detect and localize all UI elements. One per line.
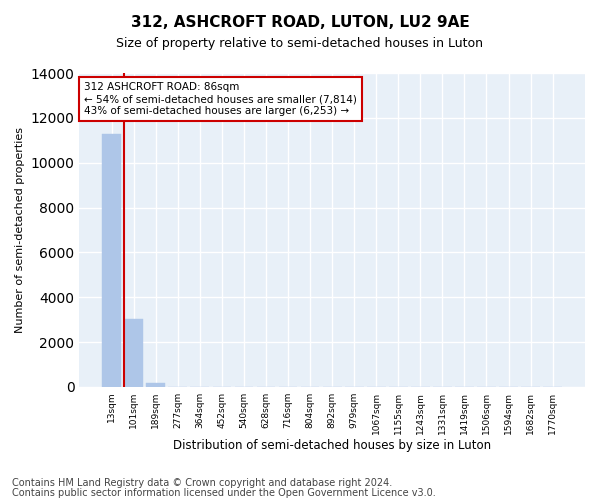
Bar bbox=[146, 382, 165, 387]
Bar bbox=[102, 134, 121, 387]
Y-axis label: Number of semi-detached properties: Number of semi-detached properties bbox=[15, 127, 25, 333]
Text: 312 ASHCROFT ROAD: 86sqm
← 54% of semi-detached houses are smaller (7,814)
43% o: 312 ASHCROFT ROAD: 86sqm ← 54% of semi-d… bbox=[85, 82, 357, 116]
Bar bbox=[124, 318, 143, 387]
Text: Contains HM Land Registry data © Crown copyright and database right 2024.: Contains HM Land Registry data © Crown c… bbox=[12, 478, 392, 488]
Text: Contains public sector information licensed under the Open Government Licence v3: Contains public sector information licen… bbox=[12, 488, 436, 498]
X-axis label: Distribution of semi-detached houses by size in Luton: Distribution of semi-detached houses by … bbox=[173, 440, 491, 452]
Text: 312, ASHCROFT ROAD, LUTON, LU2 9AE: 312, ASHCROFT ROAD, LUTON, LU2 9AE bbox=[131, 15, 469, 30]
Text: Size of property relative to semi-detached houses in Luton: Size of property relative to semi-detach… bbox=[116, 38, 484, 51]
